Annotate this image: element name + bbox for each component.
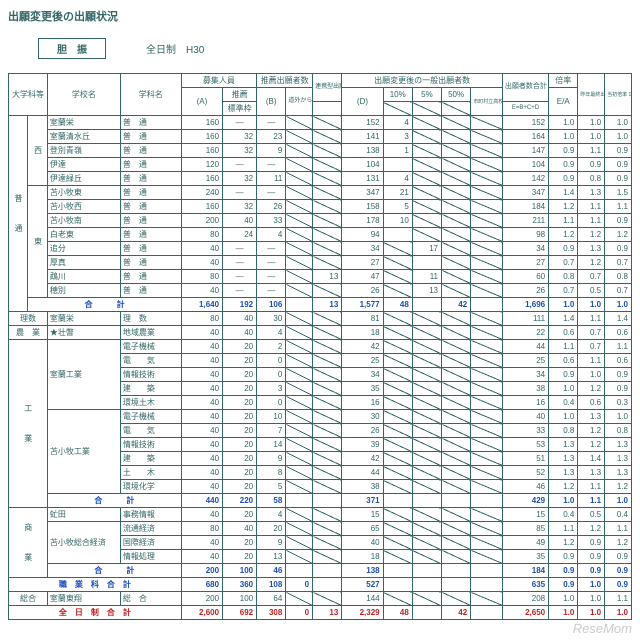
table-row: 白老東普 通8024494981.21.21.2 [9, 228, 632, 242]
hdr-p50: 50% [442, 88, 471, 102]
hdr-b: (B) [257, 88, 286, 116]
hdr-goukei-e: E=B+C+D [502, 102, 548, 116]
table-row: 商 業虻田事務情報4020415150.40.50.4 [9, 508, 632, 522]
subtotal-row: 合 計1,640192106131,57748421,6961.01.01.0 [9, 298, 632, 312]
hdr-d: (D) [342, 88, 383, 116]
hdr-suisen: 推薦 [223, 88, 257, 102]
grand-total: 全 日 制 合 計2,6006923080132,32948422,6501.0… [9, 606, 632, 620]
table-row: 総合室蘭東翔総 合200100641442081.01.01.1 [9, 592, 632, 606]
table-row: 追分普 通40——3417340.91.30.9 [9, 242, 632, 256]
hdr-suisen-h: 標準枠 [223, 102, 257, 116]
table-row: 東苫小牧東普 通240——347213471.41.31.5 [9, 186, 632, 200]
hdr-p10: 10% [383, 88, 412, 102]
hdr-p5: 5% [412, 88, 441, 102]
table-row: 苫小牧総合経済流通経済80402065851.11.21.1 [9, 522, 632, 536]
hdr-ippan: 出願変更後の一般出願者数 [342, 74, 503, 88]
table-row: 伊達緑丘普 通160321113141420.90.80.9 [9, 172, 632, 186]
table-row: 鵡川普 通80——134711600.80.70.8 [9, 270, 632, 284]
table-row: 厚真普 通40——27270.71.20.7 [9, 256, 632, 270]
classification: 全日制 H30 [146, 41, 204, 56]
table-row: 室蘭清水丘普 通160322314131641.01.01.0 [9, 130, 632, 144]
table-body: 普 通西室蘭栄普 通160——15241521.01.01.0室蘭清水丘普 通1… [9, 116, 632, 620]
hdr-daigaku: 大学科等 [9, 74, 48, 116]
subtotal-row: 合 計200100461381840.90.90.9 [9, 564, 632, 578]
subtotal-row: 合 計440220583714291.01.11.0 [9, 494, 632, 508]
table-row: 普 通西室蘭栄普 通160——15241521.01.01.0 [9, 116, 632, 130]
header-row: 胆 振 全日制 H30 [38, 38, 632, 59]
hdr-dogai: 道外からの願 [286, 88, 313, 116]
table-row: 農 業★壮瞥地域農業4040418220.60.70.6 [9, 326, 632, 340]
hdr-renkei: 連携型出願者数(C) [313, 74, 342, 102]
table-row: 理数室蘭栄理 数804030811111.41.11.4 [9, 312, 632, 326]
application-table: 大学科等 学校名 学科名 募集人員 推薦出願者数 連携型出願者数(C) 出願変更… [8, 73, 632, 620]
region-box: 胆 振 [38, 38, 106, 59]
hdr-bairitsu: 倍率 [549, 74, 578, 88]
hdr-bosyu: 募集人員 [181, 74, 256, 88]
table-row: 苫小牧南普 通2004033178102111.11.10.9 [9, 214, 632, 228]
hdr-ratio2: 当初倍率 1/25 の率 [605, 74, 632, 116]
table-row: 工 業室蘭工業電子機械4020242441.10.71.1 [9, 340, 632, 354]
table-header: 大学科等 学校名 学科名 募集人員 推薦出願者数 連携型出願者数(C) 出願変更… [9, 74, 632, 116]
table-row: 登別青嶺普 通16032913811470.91.10.9 [9, 144, 632, 158]
table-row: 苫小牧工業電子機械40201030401.01.31.0 [9, 410, 632, 424]
hdr-a: (A) [181, 88, 222, 116]
page-title: 出願変更後の出願状況 [8, 8, 632, 24]
watermark: ReseMom [573, 621, 632, 636]
table-row: 伊達普 通120——1041040.90.90.9 [9, 158, 632, 172]
hdr-ea: E/A [549, 88, 578, 116]
hdr-sakunen: 昨年最終出願の率 [578, 74, 605, 116]
hdr-st: 市町村立高校区域選択 [471, 88, 503, 116]
hdr-goukei: 出願者数合計 [502, 74, 548, 102]
hdr-dept: 学科名 [120, 74, 181, 116]
shokugyo-total: 職 業 科 合 計68036010805276350.91.00.9 [9, 578, 632, 592]
table-row: 苫小牧西普 通160322615851841.21.11.1 [9, 200, 632, 214]
hdr-suisencnt: 推薦出願者数 [257, 74, 313, 88]
table-row: 穂別普 通40——2613260.70.50.7 [9, 284, 632, 298]
hdr-school: 学校名 [47, 74, 120, 116]
